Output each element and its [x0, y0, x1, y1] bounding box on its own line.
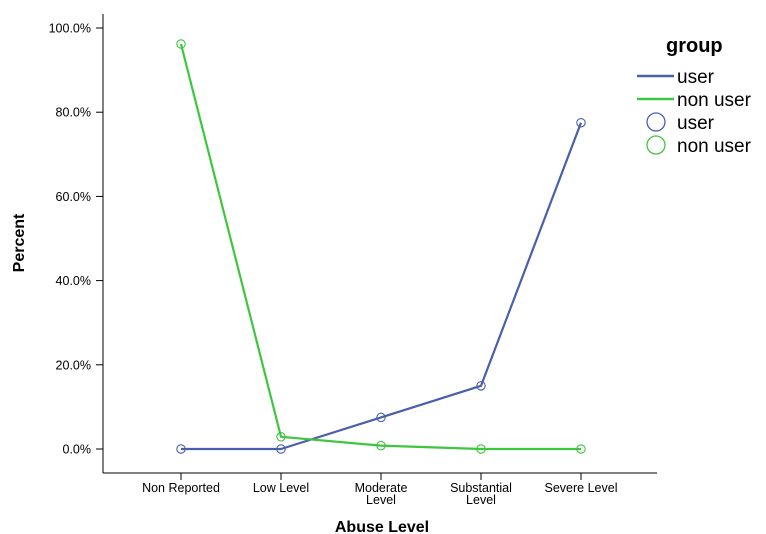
x-tick-label: Substantial Level [450, 481, 512, 507]
data-point-non-user [576, 444, 586, 454]
y-tick-label: 100.0% [49, 22, 91, 36]
legend-marker-swatch-non-user [646, 135, 666, 155]
y-tick-label: 20.0% [56, 358, 91, 372]
data-point-user [176, 444, 186, 454]
x-tick-label: Non Reported [142, 481, 220, 495]
data-point-user [376, 412, 386, 423]
x-axis-title: Abuse Level [335, 519, 429, 534]
data-point-non-user [476, 444, 486, 454]
data-point-user [476, 381, 486, 391]
legend-marker-label-user: user [677, 113, 715, 134]
data-point-non-user [276, 432, 286, 442]
legend-title: group [666, 35, 723, 57]
legend-line-label-user: user [677, 67, 715, 88]
axes [102, 14, 657, 474]
series-line-user [181, 122, 583, 451]
y-axis-title: Percent [11, 213, 28, 272]
y-tick-label: 40.0% [56, 274, 91, 288]
y-tick-label: 0.0% [63, 443, 92, 457]
x-tick-label: Low Level [253, 481, 309, 495]
y-tick-label: 60.0% [56, 190, 91, 204]
data-point-user [576, 117, 586, 128]
legend-marker-swatch-user [646, 112, 666, 132]
y-ticks: 0.0% 20.0% 40.0% 60.0% 80.0% 100.0% [49, 22, 103, 457]
x-tick-label: Moderate Level [355, 481, 408, 507]
data-point-user [276, 444, 286, 454]
x-ticks: Non Reported Low Level Moderate Level Substa… [142, 473, 617, 507]
legend-line-label-non-user: non user [677, 90, 752, 111]
y-tick-label: 80.0% [56, 106, 91, 120]
legend-marker-label-non-user: non user [677, 136, 752, 157]
series-layer [176, 39, 586, 454]
legend: group user non user user non user [637, 35, 752, 157]
data-point-non-user [376, 440, 386, 451]
series-line-non-user [179, 43, 581, 451]
x-tick-label: Severe Level [545, 481, 618, 495]
data-point-non-user [176, 39, 186, 49]
